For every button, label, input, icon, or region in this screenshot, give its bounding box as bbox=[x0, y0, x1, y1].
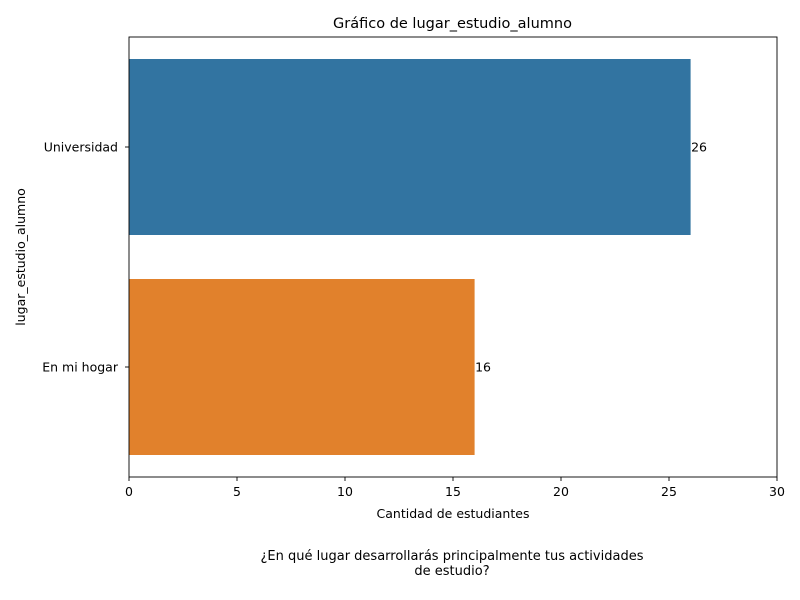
caption-line-2: de estudio? bbox=[414, 564, 490, 579]
x-tick-label-5: 25 bbox=[661, 484, 677, 499]
x-tick-label-3: 15 bbox=[445, 484, 461, 499]
chart-title: Gráfico de lugar_estudio_alumno bbox=[333, 16, 572, 32]
x-axis-label: Cantidad de estudiantes bbox=[377, 506, 530, 521]
y-tick-label-0: Universidad bbox=[44, 140, 118, 155]
x-tick-label-1: 5 bbox=[233, 484, 241, 499]
chart-caption: ¿En qué lugar desarrollarás principalmen… bbox=[152, 549, 752, 579]
caption-line-1: ¿En qué lugar desarrollarás principalmen… bbox=[260, 549, 644, 564]
y-tick-label-1: En mi hogar bbox=[42, 360, 119, 375]
x-tick-label-0: 0 bbox=[125, 484, 133, 499]
x-tick-label-2: 10 bbox=[337, 484, 353, 499]
x-tick-label-4: 20 bbox=[553, 484, 569, 499]
x-tick-label-6: 30 bbox=[769, 484, 785, 499]
bar-1 bbox=[129, 279, 475, 455]
bars-layer: 26 16 bbox=[129, 59, 707, 455]
y-axis-label: lugar_estudio_alumno bbox=[13, 188, 28, 326]
bar-value-label-0: 26 bbox=[691, 140, 707, 155]
bar-0 bbox=[129, 59, 691, 235]
ticks-layer: Universidad En mi hogar 0 5 10 15 20 25 30 bbox=[42, 140, 785, 500]
plot-frame bbox=[128, 36, 778, 478]
bar-value-label-1: 16 bbox=[475, 360, 491, 375]
